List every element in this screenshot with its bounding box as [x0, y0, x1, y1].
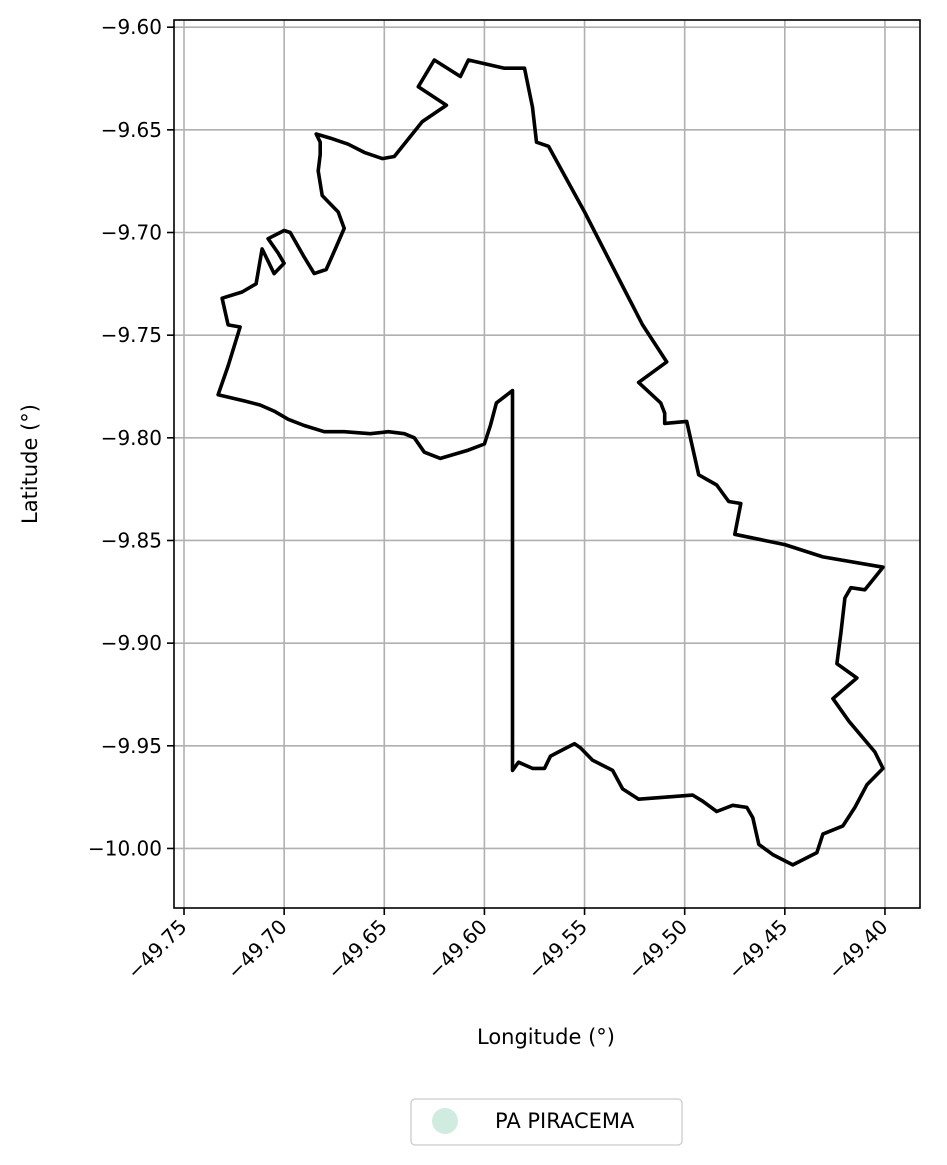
y-axis-label: Latitude (°)	[18, 404, 42, 524]
grid-lines	[174, 20, 920, 908]
legend-label-piracema: PA PIRACEMA	[495, 1109, 635, 1133]
y-tick-label: −9.80	[101, 426, 162, 450]
y-tick-label: −9.85	[101, 528, 162, 552]
legend: PA PIRACEMA	[410, 1098, 683, 1146]
legend-box	[410, 1098, 683, 1146]
y-tick-label: −9.60	[101, 15, 162, 39]
boundary-layer	[216, 58, 885, 867]
y-tick-label: −9.90	[101, 631, 162, 655]
y-axis-ticks: −9.60 −9.65 −9.70 −9.75 −9.80 −9.85 −9.90 −9.95…	[88, 15, 174, 860]
boundary-outline	[216, 58, 885, 867]
plot-frame	[173, 19, 921, 909]
y-tick-label: −9.95	[101, 734, 162, 758]
x-axis-label: Longitude (°)	[477, 1025, 615, 1049]
y-tick-label: −9.75	[101, 323, 162, 347]
y-tick-label: −9.70	[101, 221, 162, 245]
y-tick-label: −10.00	[88, 836, 162, 860]
legend-swatch-piracema	[432, 1108, 458, 1134]
y-tick-label: −9.65	[101, 118, 162, 142]
